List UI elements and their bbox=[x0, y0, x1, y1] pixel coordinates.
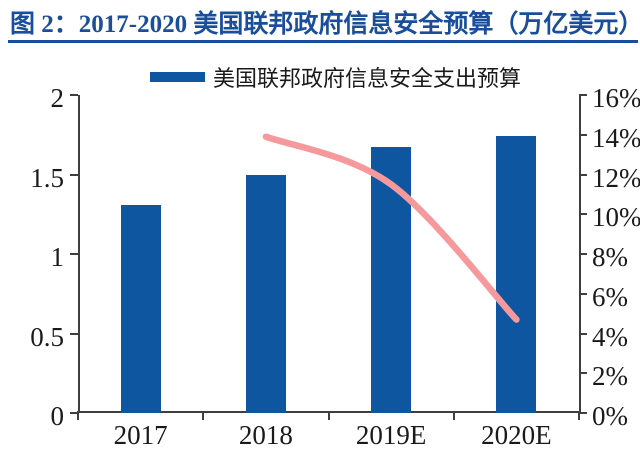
y-axis-right-label: 0% bbox=[592, 401, 628, 431]
chart-title: 图 2：2017-2020 美国联邦政府信息安全预算（万亿美元） bbox=[10, 11, 638, 38]
legend-label: 美国联邦政府信息安全支出预算 bbox=[213, 66, 522, 91]
y-axis-left-label: 1 bbox=[50, 242, 65, 272]
bar-2018 bbox=[245, 174, 286, 413]
title-underline bbox=[8, 40, 638, 43]
legend: 美国联邦政府信息安全支出预算 bbox=[150, 62, 521, 92]
growth-rate-line bbox=[262, 133, 520, 323]
y-axis-right-tick bbox=[579, 372, 587, 375]
x-axis-tick bbox=[77, 411, 79, 420]
bar-2020E bbox=[496, 136, 537, 413]
x-axis-label-2020E: 2020E bbox=[481, 420, 552, 450]
y-axis-right-label: 16% bbox=[592, 83, 640, 113]
y-axis-left-label: 2 bbox=[50, 83, 65, 113]
y-axis-left-tick bbox=[70, 173, 78, 176]
x-axis-tick bbox=[327, 411, 330, 420]
x-axis-label-2019E: 2019E bbox=[355, 420, 427, 450]
axis-line-y-axis-left bbox=[78, 95, 80, 413]
x-axis-tick bbox=[578, 411, 580, 420]
y-axis-right-label: 2% bbox=[592, 361, 628, 392]
x-axis-label-2018: 2018 bbox=[238, 420, 293, 450]
y-axis-right-tick bbox=[579, 173, 587, 176]
y-axis-right-tick bbox=[579, 94, 587, 96]
plot-area bbox=[78, 95, 581, 413]
y-axis-left-label: 1.5 bbox=[30, 162, 64, 193]
bar-2017 bbox=[120, 204, 161, 413]
y-axis-right-label: 14% bbox=[592, 122, 640, 153]
y-axis-right-tick bbox=[579, 133, 587, 136]
y-axis-left-tick bbox=[70, 253, 78, 255]
y-axis-right-label: 10% bbox=[592, 202, 640, 233]
legend-bar-swatch bbox=[150, 72, 205, 82]
axis-line-x-axis bbox=[78, 411, 581, 413]
y-axis-left-tick bbox=[70, 94, 78, 96]
y-axis-right-label: 12% bbox=[592, 162, 640, 193]
x-axis-tick bbox=[202, 411, 205, 420]
y-axis-left-tick bbox=[70, 412, 78, 414]
y-axis-left-tick bbox=[70, 332, 78, 335]
y-axis-right-tick bbox=[579, 213, 587, 216]
y-axis-right-label: 4% bbox=[592, 321, 628, 352]
x-axis-label-2017: 2017 bbox=[113, 420, 168, 450]
y-axis-left-label: 0.5 bbox=[30, 321, 64, 352]
y-axis-right-tick bbox=[579, 412, 587, 414]
y-axis-right-tick bbox=[579, 292, 587, 295]
growth-rate-path bbox=[262, 133, 520, 323]
y-axis-right-tick bbox=[579, 332, 587, 335]
y-axis-left-label: 0 bbox=[50, 401, 65, 431]
y-axis-right-tick bbox=[579, 253, 587, 255]
x-axis-tick bbox=[452, 411, 455, 420]
y-axis-right-label: 8% bbox=[592, 242, 628, 272]
y-axis-right-label: 6% bbox=[592, 281, 628, 312]
